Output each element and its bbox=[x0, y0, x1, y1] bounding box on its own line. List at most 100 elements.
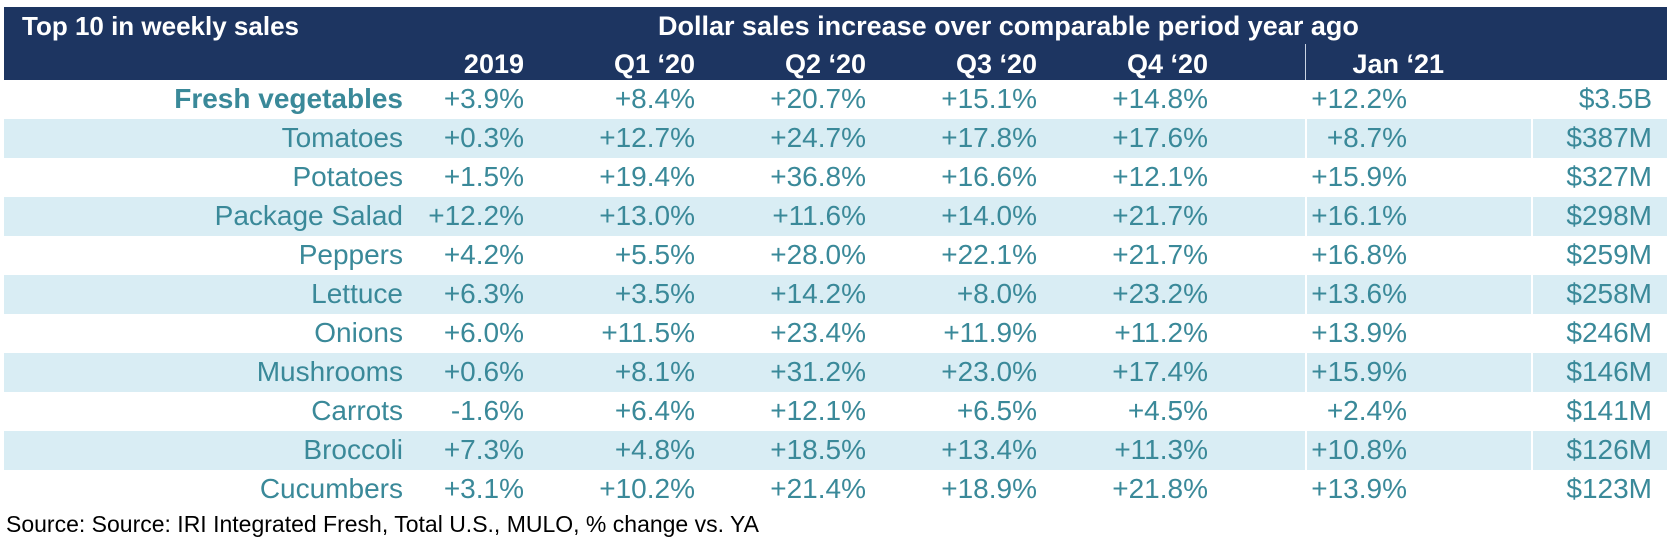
table-cell: +10.2% bbox=[599, 473, 695, 504]
table-cell: +20.7% bbox=[770, 83, 866, 114]
row-label: Mushrooms bbox=[256, 356, 403, 387]
table-cell: +12.1% bbox=[770, 395, 866, 426]
table-cell: +17.4% bbox=[1112, 356, 1208, 387]
table-cell: +23.2% bbox=[1112, 278, 1208, 309]
table-cell: +13.9% bbox=[1311, 473, 1407, 504]
sales-cell: $327M bbox=[1566, 161, 1652, 192]
table-cell: +24.7% bbox=[770, 122, 866, 153]
table-title: Top 10 in weekly sales bbox=[22, 11, 299, 41]
table-cell: +17.6% bbox=[1112, 122, 1208, 153]
column-header: Jan ‘21 bbox=[1352, 49, 1444, 79]
sales-cell: $387M bbox=[1566, 122, 1652, 153]
sales-table: Top 10 in weekly sales Dollar sales incr… bbox=[4, 7, 1667, 509]
table-cell: +31.2% bbox=[770, 356, 866, 387]
table-cell: +6.3% bbox=[443, 278, 524, 309]
column-divider bbox=[1305, 197, 1307, 236]
table-cell: +16.1% bbox=[1311, 200, 1407, 231]
row-label: Carrots bbox=[311, 395, 403, 426]
column-divider bbox=[1531, 431, 1533, 470]
table-cell: +3.9% bbox=[443, 83, 524, 114]
table-cell: +0.3% bbox=[443, 122, 524, 153]
sales-cell: $246M bbox=[1566, 317, 1652, 348]
table-row: Package Salad +12.2% +13.0% +11.6% +14.0% +21… bbox=[4, 197, 1667, 236]
table-cell: +8.7% bbox=[1326, 122, 1407, 153]
table-cell: +12.7% bbox=[599, 122, 695, 153]
table-cell: +16.6% bbox=[941, 161, 1037, 192]
table-cell: +14.0% bbox=[941, 200, 1037, 231]
table-cell: +21.7% bbox=[1112, 200, 1208, 231]
source-note: Source: Source: IRI Integrated Fresh, To… bbox=[6, 511, 759, 537]
table-cell: +6.5% bbox=[956, 395, 1037, 426]
table-cell: +11.3% bbox=[1114, 434, 1208, 465]
table-cell: +11.2% bbox=[1114, 317, 1208, 348]
table-cell: +13.4% bbox=[941, 434, 1037, 465]
row-label: Broccoli bbox=[303, 434, 403, 465]
table-header: Top 10 in weekly sales Dollar sales incr… bbox=[4, 7, 1667, 80]
table-row: Cucumbers +3.1% +10.2% +21.4% +18.9% +21.8% +1… bbox=[4, 470, 1667, 509]
sales-cell: $258M bbox=[1566, 278, 1652, 309]
table-cell: +23.0% bbox=[941, 356, 1037, 387]
table-cell: +5.5% bbox=[614, 239, 695, 270]
table-cell: +8.1% bbox=[614, 356, 695, 387]
table-cell: +7.3% bbox=[443, 434, 524, 465]
sales-cell: $259M bbox=[1566, 239, 1652, 270]
table-cell: +0.6% bbox=[443, 356, 524, 387]
row-label: Peppers bbox=[298, 239, 403, 270]
column-divider bbox=[1305, 119, 1307, 158]
sales-cell: $123M bbox=[1566, 473, 1652, 504]
table-cell: +10.8% bbox=[1311, 434, 1407, 465]
table-cell: +12.1% bbox=[1112, 161, 1208, 192]
table-row: Peppers +4.2% +5.5% +28.0% +22.1% +21.7% +16.8… bbox=[4, 236, 1667, 275]
table-cell: +8.4% bbox=[614, 83, 695, 114]
table-cell: +11.6% bbox=[772, 200, 866, 231]
table-row: Tomatoes +0.3% +12.7% +24.7% +17.8% +17.6% +8.… bbox=[4, 119, 1667, 158]
table-subtitle: Dollar sales increase over comparable pe… bbox=[658, 11, 1359, 41]
column-header: Q1 ‘20 bbox=[613, 49, 695, 79]
table-row: Broccoli +7.3% +4.8% +18.5% +13.4% +11.3% +10.… bbox=[4, 431, 1667, 470]
table-row: Carrots -1.6% +6.4% +12.1% +6.5% +4.5% +2.4% $1… bbox=[4, 392, 1667, 431]
sales-cell: $126M bbox=[1566, 434, 1652, 465]
table-body: Fresh vegetables +3.9% +8.4% +20.7% +15.1% +1… bbox=[4, 80, 1667, 509]
table-cell: +21.7% bbox=[1112, 239, 1208, 270]
table-row: Fresh vegetables +3.9% +8.4% +20.7% +15.1% +1… bbox=[4, 80, 1667, 119]
table-cell: +18.5% bbox=[770, 434, 866, 465]
sales-cell: $141M bbox=[1566, 395, 1652, 426]
table-cell: +14.8% bbox=[1112, 83, 1208, 114]
table-cell: +12.2% bbox=[1311, 83, 1407, 114]
table-row: Lettuce +6.3% +3.5% +14.2% +8.0% +23.2% +13.6%… bbox=[4, 275, 1667, 314]
table-cell: +6.0% bbox=[443, 317, 524, 348]
table-cell: +8.0% bbox=[956, 278, 1037, 309]
table-cell: +15.1% bbox=[941, 83, 1037, 114]
table-cell: +19.4% bbox=[599, 161, 695, 192]
table-cell: +13.6% bbox=[1311, 278, 1407, 309]
table-cell: +4.5% bbox=[1127, 395, 1208, 426]
table-cell: +11.5% bbox=[601, 317, 695, 348]
table-row: Onions +6.0% +11.5% +23.4% +11.9% +11.2% +13.9… bbox=[4, 314, 1667, 353]
row-label: Tomatoes bbox=[281, 122, 403, 153]
table-cell: +15.9% bbox=[1311, 356, 1407, 387]
column-divider bbox=[1305, 431, 1307, 470]
table-cell: +14.2% bbox=[770, 278, 866, 309]
table-cell: -1.6% bbox=[450, 395, 524, 426]
column-header: Q4 ‘20 bbox=[1126, 49, 1208, 79]
table-cell: +1.5% bbox=[443, 161, 524, 192]
column-divider bbox=[1305, 353, 1307, 392]
column-header: Q2 ‘20 bbox=[784, 49, 866, 79]
row-label: Potatoes bbox=[292, 161, 403, 192]
table-cell: +3.5% bbox=[614, 278, 695, 309]
column-header: Q3 ‘20 bbox=[955, 49, 1037, 79]
table-cell: +6.4% bbox=[614, 395, 695, 426]
row-label: Onions bbox=[314, 317, 403, 348]
table-cell: +13.9% bbox=[1311, 317, 1407, 348]
row-label: Cucumbers bbox=[259, 473, 403, 504]
table-cell: +28.0% bbox=[770, 239, 866, 270]
table-cell: +3.1% bbox=[443, 473, 524, 504]
table-cell: +12.2% bbox=[428, 200, 524, 231]
table-cell: +4.8% bbox=[614, 434, 695, 465]
row-label: Package Salad bbox=[214, 200, 403, 231]
column-divider bbox=[1531, 197, 1533, 236]
sales-cell: $298M bbox=[1566, 200, 1652, 231]
column-divider bbox=[1531, 119, 1533, 158]
table-cell: +16.8% bbox=[1311, 239, 1407, 270]
table-row: Potatoes +1.5% +19.4% +36.8% +16.6% +12.1% +15… bbox=[4, 158, 1667, 197]
